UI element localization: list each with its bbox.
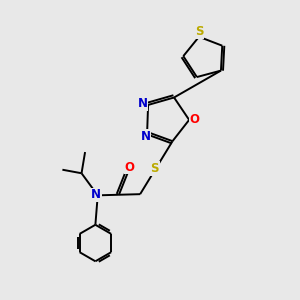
Text: S: S <box>195 25 204 38</box>
Text: N: N <box>141 130 151 143</box>
Text: S: S <box>151 162 159 175</box>
Text: O: O <box>189 113 200 126</box>
Text: N: N <box>91 188 101 201</box>
Text: O: O <box>124 161 134 174</box>
Text: N: N <box>138 97 148 110</box>
